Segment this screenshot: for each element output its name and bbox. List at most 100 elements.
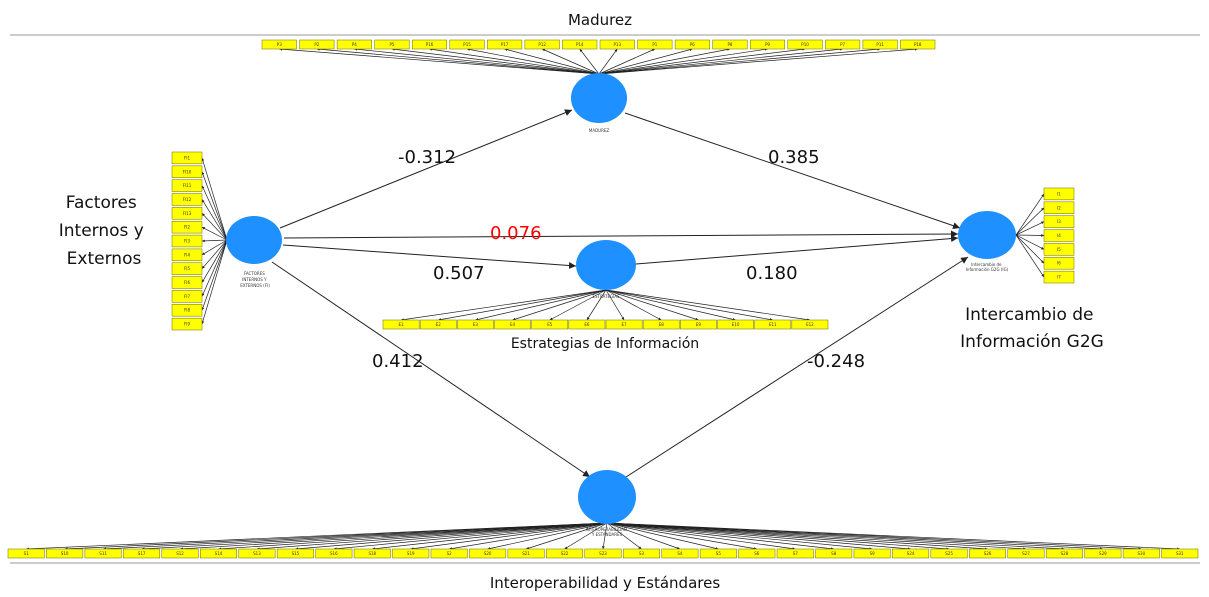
indicator-box (238, 548, 276, 559)
loading-line (295, 522, 608, 551)
indicator-label: S13 (253, 551, 261, 556)
loading-line (201, 239, 228, 311)
indicator-box (171, 290, 203, 303)
loading-line (598, 47, 918, 75)
loading-line (606, 522, 1026, 551)
indicator-label: S3 (639, 551, 645, 556)
indicator-box (353, 548, 391, 559)
indicator-label: P14 (576, 42, 584, 47)
loading-line (410, 522, 608, 551)
indicator-label: E5 (547, 322, 553, 327)
caption-interoperabilidad: INTEROPERABILIDAD Y ESTÁNDARES (586, 527, 629, 537)
coef-madurez-intercambio: 0.385 (768, 147, 820, 168)
latent-madurez (571, 73, 627, 123)
indicator-label: S22 (561, 551, 569, 556)
loading-line (549, 289, 607, 321)
indicator-label: FI8 (184, 308, 190, 313)
indicator-box (171, 234, 203, 248)
indicator-label: I2 (1057, 205, 1061, 210)
indicator-label: P18 (914, 42, 922, 47)
indicator-box (531, 319, 569, 330)
loading-line (564, 522, 608, 550)
indicator-label: I7 (1057, 275, 1061, 280)
indicator-label: FI11 (183, 183, 192, 188)
loading-line (525, 522, 608, 550)
indicator-box (171, 262, 203, 275)
indicator-label: FI1 (184, 155, 190, 160)
indicator-box (84, 548, 122, 559)
indicator-label: I6 (1057, 261, 1061, 266)
caption-intercambio: Intercambio de Información G2G (IG) (966, 262, 1009, 272)
indicator-label: S6 (754, 551, 760, 556)
loading-line (606, 522, 796, 551)
indicator-label: S14 (215, 551, 223, 556)
path-factores-madurez (279, 109, 573, 229)
indicator-label: S11 (99, 551, 107, 556)
indicator-label: S9 (870, 551, 876, 556)
indicator-box (930, 548, 968, 559)
loading-line (598, 47, 806, 75)
loading-line (606, 522, 988, 551)
coef-factores-madurez: -0.312 (398, 147, 456, 168)
indicator-box (469, 548, 507, 559)
indicator-label: E1 (399, 322, 405, 327)
indicator-box (1043, 215, 1075, 228)
indicator-box (457, 319, 494, 330)
loading-line (602, 522, 608, 550)
loading-line (103, 522, 608, 551)
indicator-label: S2 (447, 551, 453, 556)
loading-line (449, 522, 608, 550)
indicator-box (171, 304, 203, 317)
indicator-box (494, 319, 531, 330)
indicator-box (419, 319, 457, 330)
indicator-box (430, 548, 468, 559)
path-interoperabilidad-intercambio (625, 256, 969, 478)
loading-line (586, 289, 607, 321)
indicator-box (661, 548, 699, 559)
indicator-label: S1 (24, 551, 30, 556)
loading-line (598, 48, 655, 75)
coef-interoperabilidad-intercambio: -0.248 (807, 351, 865, 372)
indicator-box (374, 39, 410, 50)
indicator-label: P17 (501, 42, 509, 47)
indicator-box (1084, 548, 1122, 559)
indicator-label: P10 (801, 42, 809, 47)
indicator-label: FI7 (184, 294, 190, 299)
loading-line (512, 289, 607, 321)
indicator-label: P13 (614, 42, 622, 47)
loading-line (1015, 234, 1045, 278)
indicator-label: E12 (806, 322, 814, 327)
indicator-box (411, 39, 448, 50)
loading-line (598, 48, 693, 75)
loading-line (606, 522, 911, 551)
title-estrategias: Estrategias de Información (511, 336, 699, 352)
indicator-label: P3 (277, 42, 282, 47)
indicator-label: S28 (1061, 551, 1069, 556)
indicator-box (171, 151, 203, 165)
indicator-label: I1 (1057, 191, 1061, 196)
loading-line (354, 47, 600, 75)
coef-factores-intercambio: 0.076 (490, 223, 542, 244)
indicator-label: P7 (840, 42, 845, 47)
indicator-group-factores: FI1 FI10 FI11 FI12 FI13 FI2 FI3 FI4 FI5 FI6 FI7 FI8… (171, 151, 228, 331)
indicator-label: P4 (352, 42, 357, 47)
path-estrategias-intercambio (635, 235, 959, 265)
indicator-box (892, 548, 930, 559)
loading-line (201, 199, 228, 241)
loading-line (475, 289, 607, 321)
loading-line (201, 239, 228, 283)
indicator-box (161, 548, 199, 559)
indicator-label: P16 (426, 42, 434, 47)
loading-line (542, 48, 600, 75)
indicator-box (171, 248, 203, 262)
indicator-box (1043, 243, 1075, 256)
indicator-label: P1 (652, 42, 657, 47)
indicator-label: S20 (484, 551, 492, 556)
indicator-label: FI4 (184, 252, 190, 257)
loading-line (333, 522, 608, 551)
indicator-label: E3 (473, 322, 479, 327)
indicator-label: S15 (292, 551, 300, 556)
indicator-label: S23 (599, 551, 607, 556)
loading-line (504, 48, 600, 75)
loading-line (466, 48, 600, 75)
